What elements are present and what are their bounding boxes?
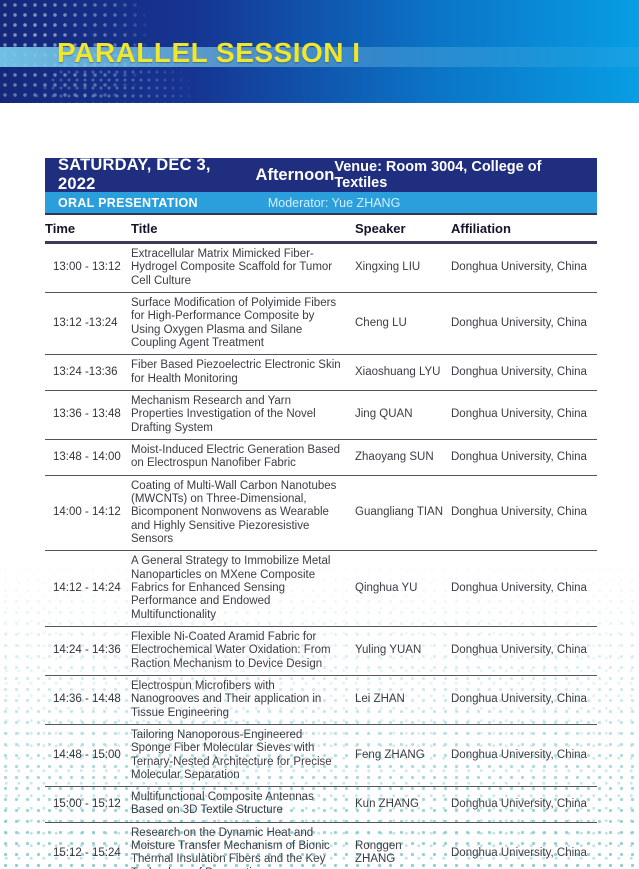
session-time: 14:24 - 14:36 [45, 626, 131, 676]
session-time: 13:36 - 13:48 [45, 390, 131, 440]
session-time: 13:48 - 14:00 [45, 439, 131, 476]
table-row: 15:12 - 15:24 Research on the Dynamic He… [45, 822, 597, 869]
speaker-affiliation: Donghua University, China [451, 292, 597, 356]
presentation-type-label: ORAL PRESENTATION [58, 195, 198, 210]
table-row: 13:48 - 14:00 Moist-Induced Electric Gen… [45, 439, 597, 476]
talk-title: Extracellular Matrix Mimicked Fiber-Hydr… [131, 242, 355, 293]
talk-title: Surface Modification of Polyimide Fibers… [131, 292, 355, 356]
speaker-name: Xiaoshuang LYU [355, 354, 451, 391]
speaker-affiliation: Donghua University, China [451, 354, 597, 391]
talk-title: Research on the Dynamic Heat and Moistur… [131, 822, 355, 869]
table-row: 14:48 - 15:00 Tailoring Nanoporous-Engin… [45, 724, 597, 788]
column-header-affiliation: Affiliation [451, 215, 597, 244]
table-header: Time Title Speaker Affiliation [45, 215, 597, 244]
speaker-name: Cheng LU [355, 292, 451, 356]
session-time: 13:00 - 13:12 [45, 242, 131, 293]
session-time: 13:24 -13:36 [45, 354, 131, 391]
content-column: SATURDAY, DEC 3, 2022 Afternoon Venue: R… [45, 156, 597, 869]
talk-title: Mechanism Research and Yarn Properties I… [131, 390, 355, 440]
session-time: 14:48 - 15:00 [45, 724, 131, 788]
table-row: 13:24 -13:36 Fiber Based Piezoelectric E… [45, 354, 597, 391]
banner: PARALLEL SESSION I [0, 0, 639, 103]
table-row: 15:00 - 15:12 Multifunctional Composite … [45, 786, 597, 823]
session-time: 14:36 - 14:48 [45, 675, 131, 725]
speaker-name: Lei ZHAN [355, 675, 451, 725]
speaker-affiliation: Donghua University, China [451, 475, 597, 552]
column-header-speaker: Speaker [355, 215, 451, 244]
session-period: Afternoon [255, 165, 335, 184]
speaker-name: Xingxing LIU [355, 242, 451, 293]
talk-title: Flexible Ni-Coated Aramid Fabric for Ele… [131, 626, 355, 676]
speaker-name: Ronggen ZHANG [355, 822, 451, 869]
speaker-name: Kun ZHANG [355, 786, 451, 823]
presentation-type-bar: ORAL PRESENTATION Moderator: Yue ZHANG [45, 192, 597, 215]
table-row: 14:00 - 14:12 Coating of Multi-Wall Carb… [45, 475, 597, 552]
speaker-affiliation: Donghua University, China [451, 439, 597, 476]
table-row: 14:12 - 14:24 A General Strategy to Immo… [45, 550, 597, 627]
table-row: 14:36 - 14:48 Electrospun Microfibers wi… [45, 675, 597, 725]
speaker-name: Feng ZHANG [355, 724, 451, 788]
speaker-name: Qinghua YU [355, 550, 451, 627]
table-row: 13:36 - 13:48 Mechanism Research and Yar… [45, 390, 597, 440]
column-header-title: Title [131, 215, 355, 244]
talk-title: Fiber Based Piezoelectric Electronic Ski… [131, 354, 355, 391]
session-time: 13:12 -13:24 [45, 292, 131, 356]
talk-title: Coating of Multi-Wall Carbon Nanotubes (… [131, 475, 355, 552]
speaker-affiliation: Donghua University, China [451, 675, 597, 725]
column-header-time: Time [45, 215, 131, 244]
session-time: 15:00 - 15:12 [45, 786, 131, 823]
talk-title: Moist-Induced Electric Generation Based … [131, 439, 355, 476]
talk-title: Tailoring Nanoporous-Engineered Sponge F… [131, 724, 355, 788]
session-time: 14:00 - 14:12 [45, 475, 131, 552]
speaker-affiliation: Donghua University, China [451, 786, 597, 823]
speaker-affiliation: Donghua University, China [451, 822, 597, 869]
speaker-name: Yuling YUAN [355, 626, 451, 676]
table-row: 13:00 - 13:12 Extracellular Matrix Mimic… [45, 242, 597, 293]
speaker-affiliation: Donghua University, China [451, 390, 597, 440]
session-header-bar: SATURDAY, DEC 3, 2022 Afternoon Venue: R… [45, 156, 597, 193]
speaker-name: Zhaoyang SUN [355, 439, 451, 476]
session-date: SATURDAY, DEC 3, 2022 [58, 156, 211, 193]
talk-title: Electrospun Microfibers with Nanogrooves… [131, 675, 355, 725]
session-time: 14:12 - 14:24 [45, 550, 131, 627]
banner-stripe-decoration [0, 47, 639, 67]
speaker-affiliation: Donghua University, China [451, 242, 597, 293]
schedule-table: Time Title Speaker Affiliation 13:00 - 1… [45, 215, 597, 869]
page-title: PARALLEL SESSION I [57, 37, 361, 68]
moderator-label: Moderator: Yue ZHANG [267, 195, 401, 210]
talk-title: Multifunctional Composite Antennas Based… [131, 786, 355, 823]
speaker-affiliation: Donghua University, China [451, 550, 597, 627]
session-time: 15:12 - 15:24 [45, 822, 131, 869]
speaker-name: Jing QUAN [355, 390, 451, 440]
speaker-affiliation: Donghua University, China [451, 626, 597, 676]
table-row: 14:24 - 14:36 Flexible Ni-Coated Aramid … [45, 626, 597, 676]
talk-title: A General Strategy to Immobilize Metal N… [131, 550, 355, 627]
table-row: 13:12 -13:24 Surface Modification of Pol… [45, 292, 597, 356]
session-venue: Venue: Room 3004, College of Textiles [334, 159, 542, 191]
speaker-affiliation: Donghua University, China [451, 724, 597, 788]
speaker-name: Guangliang TIAN [355, 475, 451, 552]
